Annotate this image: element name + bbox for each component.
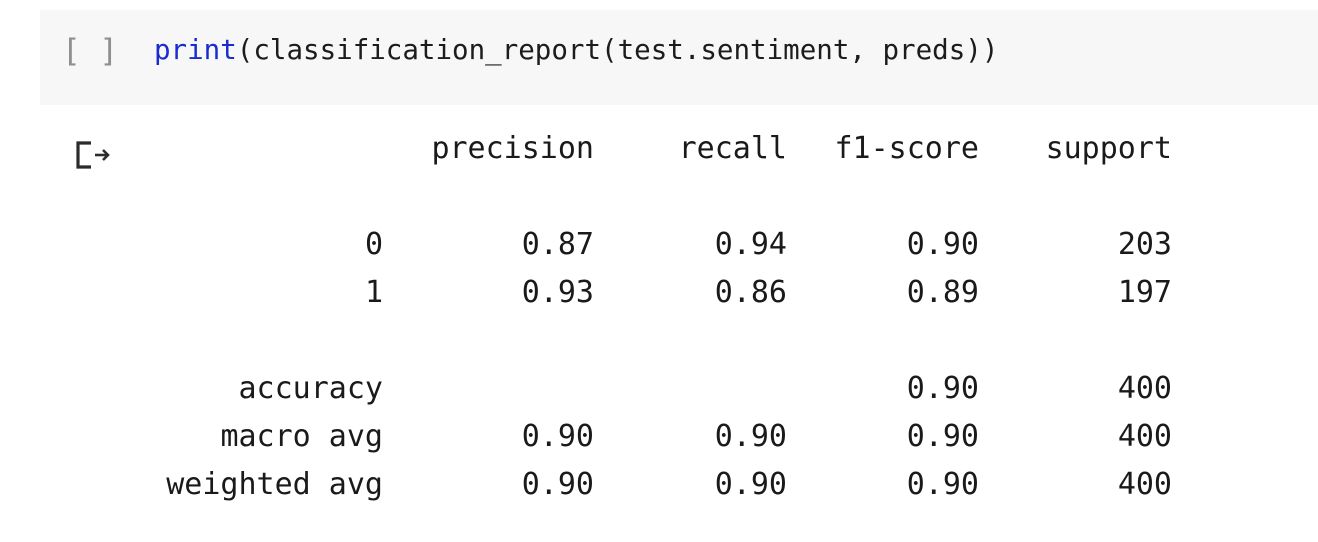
row-precision: 0.90 [521,419,594,454]
code-line[interactable]: print(classification_report(test.sentime… [154,34,999,66]
row-support: 400 [1117,419,1172,454]
code-cell[interactable]: [ ] print(classification_report(test.sen… [40,10,1318,105]
row-support: 400 [1117,467,1172,502]
header-precision: precision [431,131,594,166]
header-recall: recall [678,131,787,166]
code-function: print [154,34,237,66]
header-f1-score: f1-score [834,131,980,166]
row-recall: 0.86 [714,275,787,310]
row-precision: 0.87 [521,227,594,262]
row-f1-score: 0.90 [906,227,979,262]
code-arguments: (classification_report(test.sentiment, p… [236,34,999,66]
run-cell-button[interactable]: [ ] [62,33,118,69]
row-label: weighted avg [166,467,383,502]
row-support: 203 [1117,227,1172,262]
row-precision: 0.93 [521,275,594,310]
row-support: 400 [1117,371,1172,406]
row-support: 197 [1117,275,1172,310]
row-f1-score: 0.90 [906,419,979,454]
row-label: accuracy [238,371,384,406]
row-recall: 0.94 [714,227,787,262]
row-precision: 0.90 [521,467,594,502]
row-f1-score: 0.90 [906,467,979,502]
row-label: 0 [364,227,383,262]
row-recall: 0.90 [714,467,787,502]
output-redirect-icon [76,141,110,169]
row-f1-score: 0.89 [906,275,979,310]
row-label: macro avg [220,419,383,454]
row-f1-score: 0.90 [906,371,979,406]
row-recall: 0.90 [714,419,787,454]
row-label: 1 [364,275,383,310]
header-support: support [1045,131,1172,166]
